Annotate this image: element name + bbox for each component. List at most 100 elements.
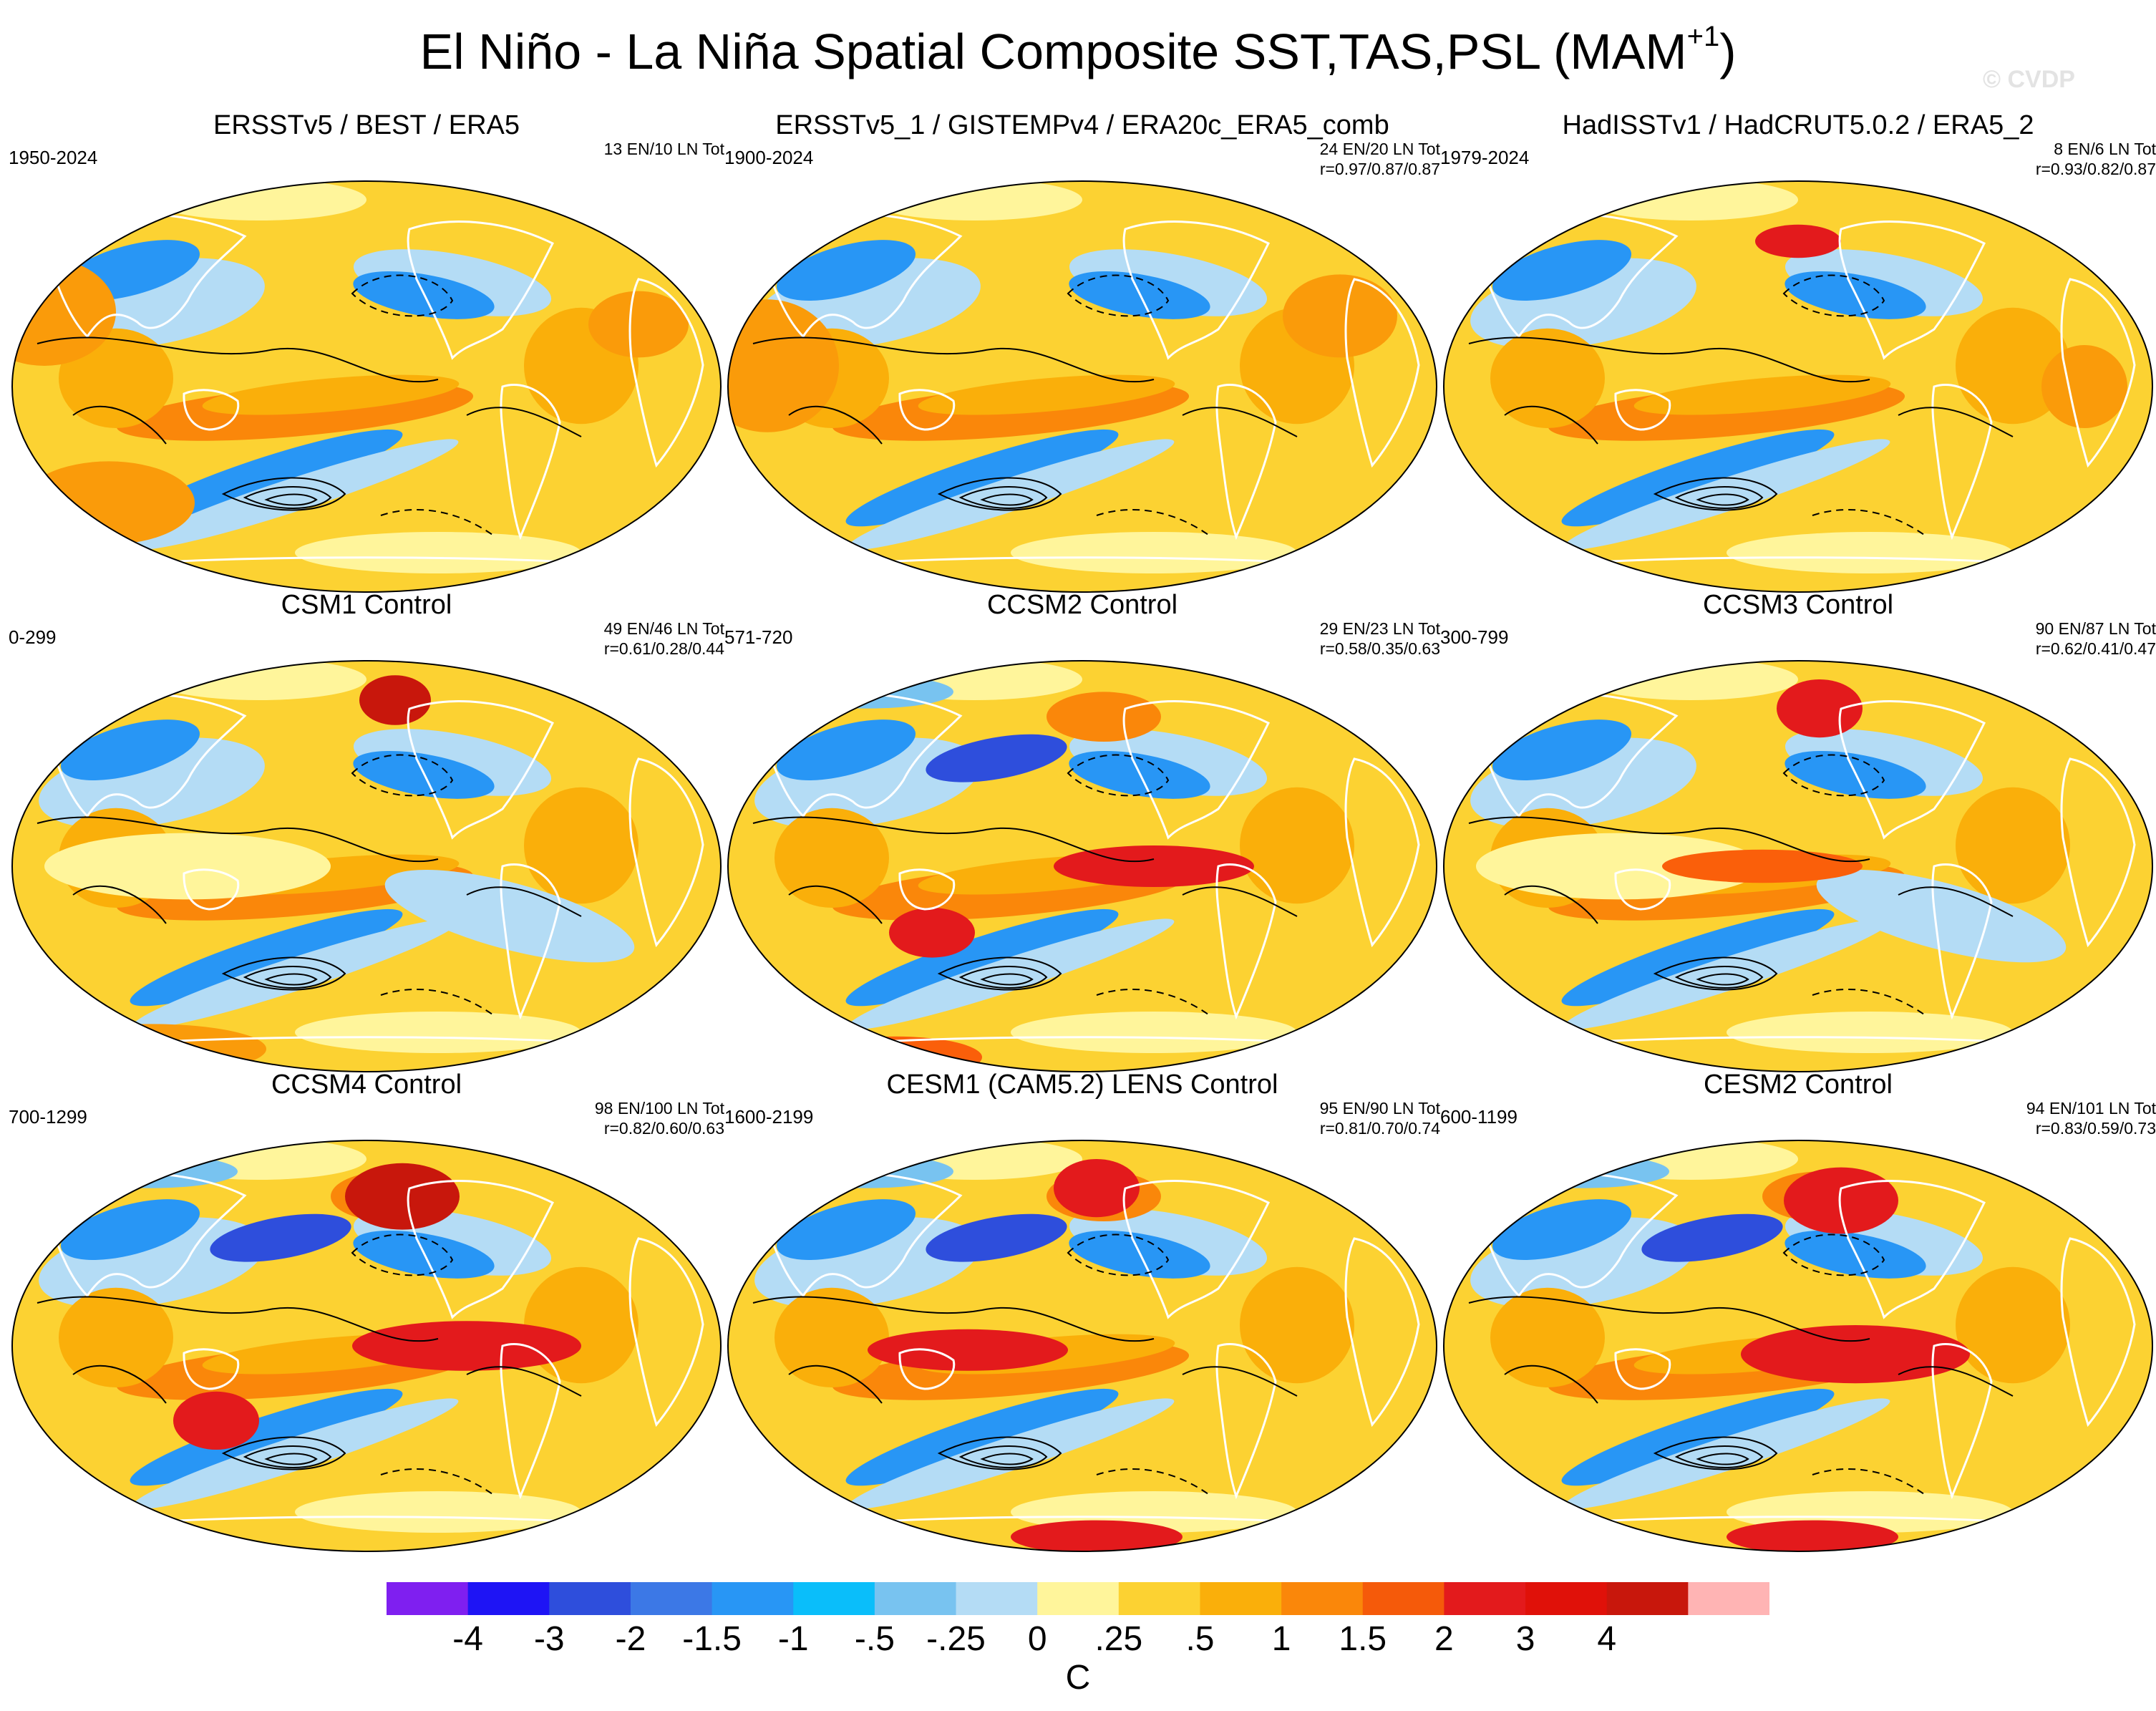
panel-ersstv5-best-era5: ERSSTv5 / BEST / ERA5 1950-2024 13 EN/10… bbox=[9, 107, 724, 594]
panel-correlation: r=0.93/0.82/0.87 bbox=[2035, 160, 2156, 178]
land-outline bbox=[1931, 1342, 1993, 1500]
colorbar-swatch bbox=[1281, 1582, 1364, 1615]
anomaly-region bbox=[295, 1491, 581, 1533]
land-outline bbox=[1482, 212, 1679, 339]
psl-contour-positive bbox=[958, 486, 1048, 509]
psl-contour-positive bbox=[1182, 1366, 1298, 1397]
colorbar-tick-label: -.5 bbox=[854, 1620, 895, 1658]
anomaly-region bbox=[1492, 1199, 1632, 1261]
psl-contour-negative bbox=[351, 754, 454, 797]
psl-contour-positive bbox=[1653, 1436, 1778, 1470]
psl-contour-positive bbox=[1468, 336, 1870, 383]
panel-ccsm3-control: CCSM3 Control 300-799 90 EN/87 LN Tot r=… bbox=[1440, 587, 2156, 1074]
psl-contour-positive bbox=[1468, 816, 1870, 863]
panel-ccsm2-control: CCSM2 Control 571-720 29 EN/23 LN Tot r=… bbox=[724, 587, 1440, 1074]
land-outline bbox=[1931, 863, 1993, 1020]
land-outline bbox=[50, 1171, 247, 1298]
psl-contour-positive bbox=[1504, 1365, 1598, 1404]
land-outline bbox=[1122, 220, 1271, 360]
colorbar-swatch bbox=[874, 1582, 957, 1615]
psl-contour-positive bbox=[752, 816, 1155, 863]
psl-contour-negative bbox=[1067, 754, 1170, 797]
map-border bbox=[1443, 1140, 2153, 1552]
colorbar-tick-label: -4 bbox=[452, 1620, 483, 1658]
land-outline bbox=[1344, 1237, 1420, 1428]
map-border bbox=[1443, 660, 2153, 1072]
anomaly-region bbox=[1641, 1213, 1783, 1262]
land-outline bbox=[1215, 1342, 1277, 1500]
land-outline bbox=[1614, 868, 1671, 911]
psl-contour-positive bbox=[1696, 1453, 1749, 1465]
warm-anomaly-region bbox=[889, 908, 975, 958]
land-outline bbox=[628, 757, 704, 948]
land-outline bbox=[1215, 863, 1277, 1020]
panel-years: 1600-2199 bbox=[724, 1106, 814, 1128]
colorbar-swatch bbox=[712, 1582, 794, 1615]
psl-contour-positive bbox=[1674, 486, 1764, 509]
psl-contour-negative bbox=[1782, 754, 1885, 797]
panel-years: 571-720 bbox=[724, 626, 793, 648]
colorbar-tick-label: -3 bbox=[533, 1620, 565, 1658]
psl-contour-positive bbox=[1674, 1445, 1764, 1468]
warm-anomaly-region bbox=[2041, 345, 2127, 428]
land-outline bbox=[407, 220, 555, 360]
anomaly-region bbox=[295, 1012, 581, 1053]
psl-contour-negative bbox=[1812, 508, 1928, 538]
anomaly-region bbox=[926, 734, 1067, 782]
land-outline bbox=[1344, 757, 1420, 948]
colorbar-tick-label: -1 bbox=[777, 1620, 809, 1658]
warm-anomaly-region bbox=[359, 675, 431, 725]
map-field bbox=[1444, 181, 2152, 592]
psl-contour-positive bbox=[1898, 1366, 2014, 1397]
warm-anomaly-region bbox=[1727, 1520, 1898, 1551]
psl-contour-negative bbox=[351, 274, 454, 317]
anomaly-region bbox=[1956, 307, 2070, 425]
panel-correlation: r=0.61/0.28/0.44 bbox=[603, 639, 724, 658]
anomaly-region bbox=[845, 429, 1119, 527]
panel-years: 700-1299 bbox=[9, 1106, 87, 1128]
land-outline bbox=[2060, 757, 2136, 948]
panel-title: CCSM3 Control bbox=[1702, 590, 1894, 620]
land-outline bbox=[407, 1180, 555, 1319]
colorbar-swatch bbox=[1606, 1582, 1689, 1615]
colorbar-swatch bbox=[387, 1582, 469, 1615]
anomaly-region bbox=[926, 1213, 1067, 1262]
psl-contour-positive bbox=[72, 1365, 167, 1404]
map-cesm1-lens-control bbox=[727, 1140, 1437, 1552]
panel-correlation: r=0.62/0.41/0.47 bbox=[2035, 639, 2156, 658]
anomaly-region bbox=[776, 1199, 916, 1261]
map-field bbox=[728, 1140, 1437, 1551]
anomaly-region bbox=[1240, 787, 1354, 904]
colorbar-unit: C bbox=[1065, 1659, 1091, 1697]
anomaly-region bbox=[774, 1287, 889, 1387]
land-outline bbox=[407, 700, 555, 840]
land-outline bbox=[500, 1342, 561, 1500]
panel-csm1-control: CSM1 Control 0-299 49 EN/46 LN Tot r=0.6… bbox=[9, 587, 724, 1074]
figure-title-close: ) bbox=[1719, 24, 1737, 79]
map-hadisstv1-hadcrut5 bbox=[1443, 180, 2153, 593]
panel-event-count: 13 EN/10 LN Tot bbox=[603, 140, 724, 158]
anomaly-region bbox=[1240, 1266, 1354, 1384]
land-outline bbox=[500, 383, 561, 541]
anomaly-region bbox=[1011, 1012, 1297, 1053]
psl-contour-positive bbox=[243, 966, 332, 989]
colorbar-tick-label: 1 bbox=[1271, 1620, 1291, 1658]
panel-years: 1900-2024 bbox=[724, 147, 814, 168]
psl-contour-positive bbox=[937, 477, 1062, 511]
anomaly-region bbox=[1956, 787, 2070, 904]
panel-title: ERSSTv5_1 / GISTEMPv4 / ERA20c_ERA5_comb bbox=[775, 110, 1389, 140]
colorbar-tick-label: 2 bbox=[1434, 1620, 1454, 1658]
warm-anomaly-region bbox=[1011, 1520, 1183, 1551]
psl-contour-positive bbox=[1653, 477, 1778, 511]
warm-anomaly-region bbox=[588, 291, 689, 358]
anomaly-region bbox=[1727, 1012, 2013, 1053]
psl-contour-positive bbox=[37, 336, 439, 383]
warm-anomaly-region bbox=[1662, 849, 1863, 883]
warm-anomaly-region bbox=[1741, 1325, 1970, 1384]
colorbar-tick-label: 4 bbox=[1597, 1620, 1617, 1658]
anomaly-region bbox=[776, 240, 916, 301]
colorbar-swatch bbox=[1118, 1582, 1200, 1615]
anomaly-region bbox=[1561, 908, 1835, 1007]
anomaly-region bbox=[152, 661, 366, 700]
psl-contour-positive bbox=[466, 1366, 582, 1397]
